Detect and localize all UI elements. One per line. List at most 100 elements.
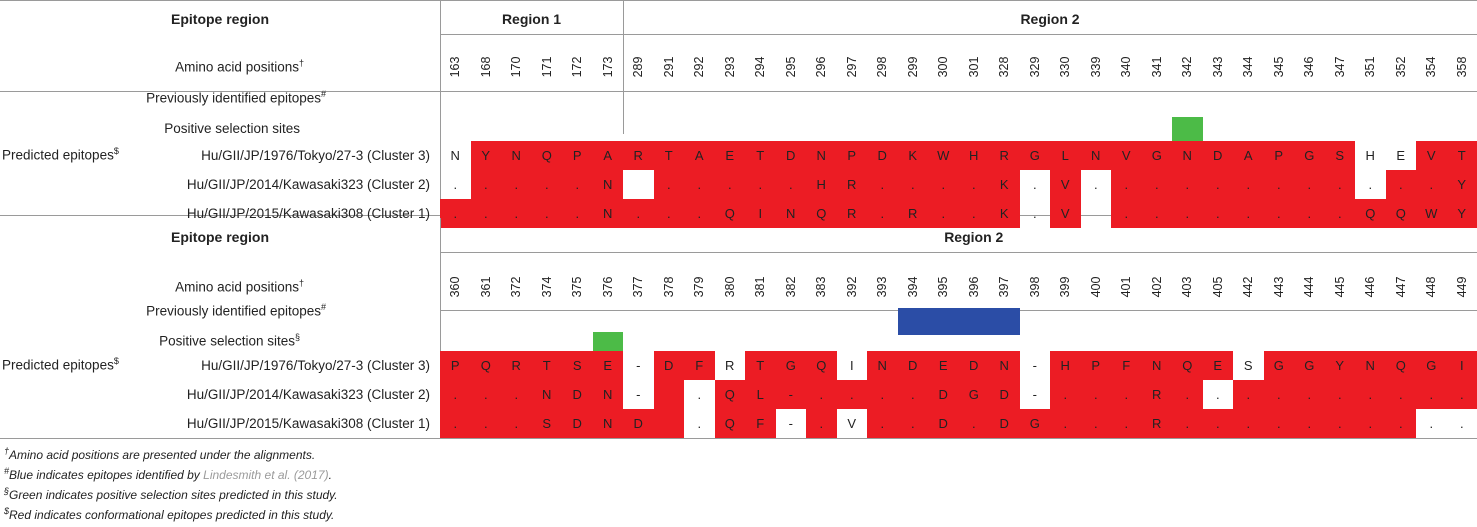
position-number: 381 <box>753 276 768 298</box>
residue-cell: . <box>1050 409 1081 438</box>
residue-cell: . <box>1111 380 1142 409</box>
residue-cell: . <box>867 170 898 199</box>
residue-cell: . <box>531 170 562 199</box>
residue-cell: . <box>806 380 837 409</box>
residue-cell: H <box>958 141 989 170</box>
residue-cell: . <box>928 170 959 199</box>
position-number: 342 <box>1180 56 1195 78</box>
residue-cell: . <box>897 380 928 409</box>
position-number: 172 <box>570 56 585 78</box>
residue-cell <box>1081 199 1112 228</box>
residue-cell: G <box>1019 409 1050 438</box>
residue-cell: V <box>847 416 857 431</box>
residue-cell: A <box>684 141 715 170</box>
position-number: 297 <box>844 56 859 78</box>
position-number: 403 <box>1180 276 1195 298</box>
residue-cell: . <box>1263 199 1294 228</box>
residue-cell: . <box>1263 170 1294 199</box>
residue-cell: P <box>1263 141 1294 170</box>
residue-cell: E <box>592 351 623 380</box>
label-divider <box>440 218 441 434</box>
amino-acid-positions-label: Amino acid positions† <box>175 58 304 75</box>
residue-cell: N <box>1141 351 1172 380</box>
residue-cell: . <box>697 416 702 431</box>
residue-cell: . <box>958 199 989 228</box>
epitope-region-header: Epitope region <box>171 11 269 27</box>
residue-cell: - <box>636 358 641 373</box>
residue-cell: N <box>1172 141 1203 170</box>
position-number: 402 <box>1149 276 1164 298</box>
residue-cell: . <box>501 199 532 228</box>
residue-cell: - <box>788 416 793 431</box>
residue-cell: W <box>1416 199 1447 228</box>
residue-cell: . <box>531 199 562 228</box>
position-number: 163 <box>448 56 463 78</box>
residue-cell: F <box>684 351 715 380</box>
residue-cell: L <box>1050 141 1081 170</box>
position-number: 293 <box>722 56 737 78</box>
residue-cell: . <box>1233 199 1264 228</box>
label-divider <box>440 0 441 211</box>
residue-cell: . <box>1141 170 1172 199</box>
residue-cell: V <box>1111 141 1142 170</box>
residue-cell: . <box>1172 409 1203 438</box>
footnote-green: §Green indicates positive selection site… <box>4 486 338 502</box>
residue-cell: . <box>440 199 471 228</box>
position-number: 397 <box>997 276 1012 298</box>
residue-cell: R <box>725 358 735 373</box>
residue-cell: P <box>562 141 593 170</box>
footnote-blue: #Blue indicates epitopes identified by L… <box>4 466 332 482</box>
residue-cell: D <box>562 409 593 438</box>
residue-cell: . <box>501 170 532 199</box>
residue-cell: T <box>531 351 562 380</box>
residue-cell: . <box>453 177 458 192</box>
residue-cell: . <box>745 170 776 199</box>
residue-cell: N <box>450 148 460 163</box>
residue-cell: N <box>592 199 623 228</box>
position-number: 445 <box>1332 276 1347 298</box>
residue-cell: R <box>989 141 1020 170</box>
residue-cell <box>653 409 684 438</box>
residue-cell: Y <box>470 141 501 170</box>
residue-cell: . <box>1355 409 1386 438</box>
residue-cell: . <box>1368 177 1373 192</box>
residue-cell: . <box>697 387 702 402</box>
residue-cell: . <box>562 170 593 199</box>
residue-cell: R <box>836 199 867 228</box>
residue-cell: F <box>745 409 776 438</box>
position-number: 376 <box>600 276 615 298</box>
position-number: 372 <box>509 276 524 298</box>
residue-cell: T <box>745 141 776 170</box>
residue-cell: D <box>989 409 1020 438</box>
residue-cell: - <box>1032 358 1037 373</box>
position-number: 330 <box>1058 56 1073 78</box>
residue-cell: D <box>897 351 928 380</box>
position-number: 444 <box>1302 276 1317 298</box>
residue-cell: . <box>1385 170 1416 199</box>
position-number: 377 <box>631 276 646 298</box>
citation-link[interactable]: Lindesmith et al. (2017) <box>203 468 329 482</box>
residue-cell: . <box>1093 177 1098 192</box>
residue-cell: N <box>867 351 898 380</box>
residue-cell: G <box>1141 141 1172 170</box>
position-number: 394 <box>905 276 920 298</box>
residue-cell: . <box>1263 409 1294 438</box>
position-number: 448 <box>1424 276 1439 298</box>
residue-cell: . <box>836 380 867 409</box>
residue-cell: . <box>470 380 501 409</box>
residue-cell: D <box>928 380 959 409</box>
position-number: 378 <box>661 276 676 298</box>
residue-cell: . <box>897 409 928 438</box>
position-number: 329 <box>1027 56 1042 78</box>
residue-cell: Q <box>714 199 745 228</box>
predicted-epitopes-label: Predicted epitopes$ <box>2 356 119 373</box>
position-number: 442 <box>1241 276 1256 298</box>
sequence-label: Hu/GII/JP/2015/Kawasaki308 (Cluster 1) <box>186 206 430 221</box>
residue-cell: . <box>1324 170 1355 199</box>
residue-cell: S <box>531 409 562 438</box>
position-number: 360 <box>448 276 463 298</box>
residue-cell: R <box>623 141 654 170</box>
residue-cell: . <box>1050 380 1081 409</box>
previously-identified-label: Previously identified epitopes# <box>146 302 326 319</box>
